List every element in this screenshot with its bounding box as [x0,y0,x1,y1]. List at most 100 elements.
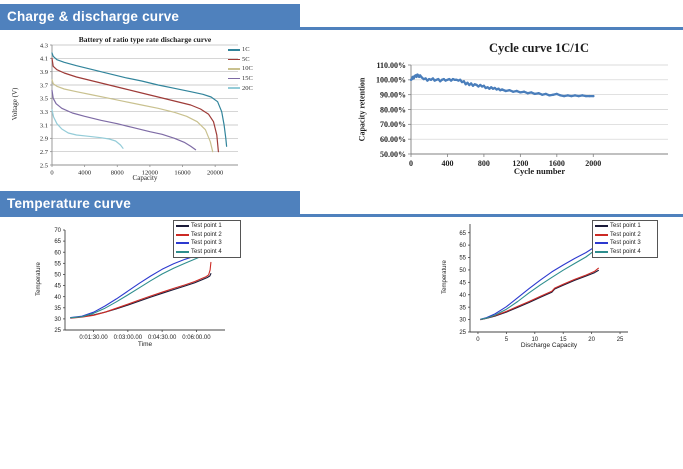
data-point-marker [440,78,444,81]
legend-swatch [228,87,240,89]
data-point-marker [533,92,537,96]
data-point-marker [562,94,566,98]
y-tick-label: 25 [54,328,61,334]
x-tick-label: 800 [478,159,490,168]
legend-item: 20C [228,83,253,93]
x-axis-label: Time [137,341,153,348]
data-point-marker [449,79,453,82]
data-point-marker [410,77,414,81]
data-point-marker [460,80,464,84]
chart-temperature-time: 25 30 35 40 45 50 55 60 65 70 0:01:30.00 0:03:00.00… [35,218,265,364]
data-point-marker [566,94,569,97]
data-point-marker [426,79,429,82]
data-point-marker [455,78,458,81]
series-line [51,79,214,153]
chart-temperature-capacity: 25 30 35 40 45 50 55 60 65 0 5 10 15 20 25 Temperature… [440,218,680,368]
x-tick-label: 15 [560,337,567,343]
y-tick-label: 35 [459,305,466,311]
data-point-marker [477,85,480,88]
data-point-marker [511,90,515,93]
series-line [70,273,212,319]
x-tick-label: 0 [409,159,413,168]
y-tick-label: 70 [54,228,61,234]
x-tick-label: 0:06:00.00 [182,335,211,341]
data-point-marker [469,82,473,85]
x-tick-label: 10 [531,337,538,343]
data-point-marker [541,93,544,96]
x-tick-label: 4000 [78,170,91,177]
y-tick-label: 45 [54,284,61,290]
data-point-marker [484,86,487,90]
legend-swatch [228,49,240,51]
data-point-marker [515,89,518,93]
x-axis-label: Capacity [132,174,158,182]
legend-item: Test point 3 [595,239,655,248]
data-point-marker [519,91,522,94]
y-axis-label: Capacity retention [357,77,367,142]
data-point-marker [548,94,551,97]
y-axis-label: Voltage (V) [11,87,19,121]
data-point-marker [473,83,476,86]
data-point-marker [424,77,427,80]
legend-label: Test point 1 [610,223,641,230]
chart-cycle-curve: 50.00% 60.00% 70.00% 80.00% 90.00% 100.00% 110… [352,38,678,180]
data-point-marker [439,80,442,83]
y-tick-label: 30 [54,317,61,323]
y-tick-label: 2.9 [40,136,48,143]
y-tick-label: 70.00% [380,120,406,129]
legend-item: Test point 1 [176,222,238,231]
data-point-marker [544,92,548,96]
chart-title: Battery of ratio type rate discharge cur… [78,35,212,44]
legend-item: 1C [228,45,253,55]
y-tick-label: 2.7 [40,149,49,156]
data-point-marker [457,79,460,82]
y-tick-label: 35 [54,306,61,312]
series-line [480,242,599,320]
y-tick-label: 100.00% [376,76,406,85]
data-point-marker [466,81,469,84]
data-point-marker [493,86,496,90]
legend-swatch [176,225,189,228]
data-point-marker [577,94,580,98]
legend: Test point 1 Test point 2 Test point 3 T… [173,220,241,258]
data-point-marker [479,83,482,87]
data-point-marker [495,88,498,91]
section-header-temperature: Temperature curve [0,191,683,217]
y-tick-label: 40 [459,293,466,299]
header-bar: Temperature curve [0,191,300,215]
data-point-marker [522,90,526,93]
legend: 1C 5C 10C 15C 20C [228,45,253,93]
y-tick-label: 50 [459,268,466,274]
x-axis-label: Cycle number [513,166,566,176]
data-point-marker [482,84,486,87]
legend-swatch [176,242,189,245]
legend-label: Test point 1 [191,223,222,230]
data-point-marker [491,87,495,90]
data-point-marker [588,94,591,98]
cycle-curve-plot: 50.00% 60.00% 70.00% 80.00% 90.00% 100.00% 110… [376,61,668,168]
x-tick-label: 400 [441,159,453,168]
y-tick-label: 60 [54,250,61,256]
y-axis-label: Temperature [36,262,42,296]
series-line [51,109,124,149]
legend-label: Test point 2 [191,231,222,238]
legend-swatch [595,242,608,245]
x-tick-label: 1200 [512,159,528,168]
data-point-marker [486,86,489,89]
legend-item: Test point 4 [595,248,655,257]
legend-item: Test point 4 [176,248,238,257]
series-line [51,57,219,153]
data-point-marker [559,94,562,97]
legend-swatch [228,77,240,80]
x-axis-label: Discharge Capacity [520,342,578,349]
x-tick-label: 20000 [207,170,223,177]
data-point-marker [480,85,484,88]
legend-item: Test point 2 [176,231,238,240]
data-point-marker [448,77,451,81]
data-point-marker [526,92,529,95]
data-point-marker [499,89,502,92]
data-point-marker [581,94,584,97]
legend-label: Test point 2 [610,231,641,238]
data-point-marker [573,94,577,97]
y-tick-label: 2.5 [40,162,48,169]
